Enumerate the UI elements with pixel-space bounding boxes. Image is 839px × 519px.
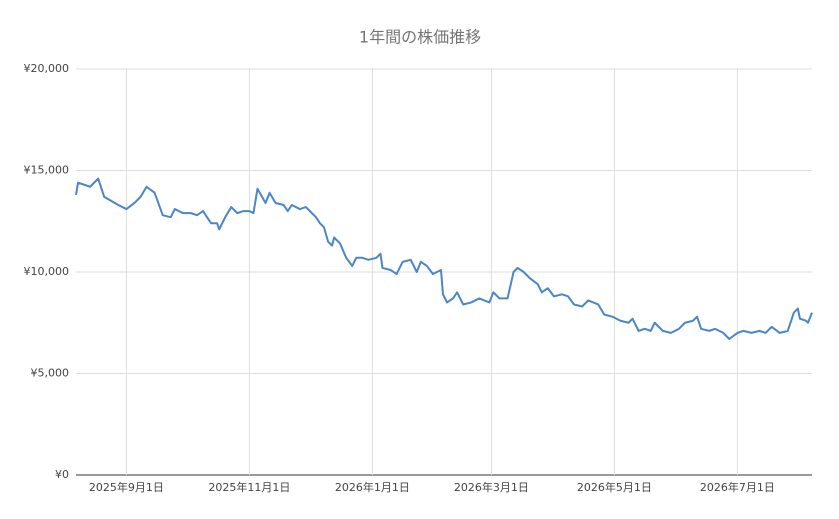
y-tick-label: ¥0 [55,468,69,481]
price-line [75,177,813,340]
y-tick-label: ¥20,000 [24,62,70,75]
x-tick-label: 2026年5月1日 [577,480,652,494]
x-tick-label: 2025年9月1日 [89,480,164,494]
y-tick-label: ¥15,000 [24,164,70,177]
y-tick-label: ¥5,000 [31,367,70,380]
x-tick-label: 2026年1月1日 [335,480,410,494]
x-tick-label: 2026年7月1日 [700,480,775,494]
chart-title: 1年間の株価推移 [359,28,481,47]
y-tick-label: ¥10,000 [24,265,70,278]
x-tick-label: 2025年11月1日 [208,480,290,494]
x-tick-label: 2026年3月1日 [454,480,529,494]
